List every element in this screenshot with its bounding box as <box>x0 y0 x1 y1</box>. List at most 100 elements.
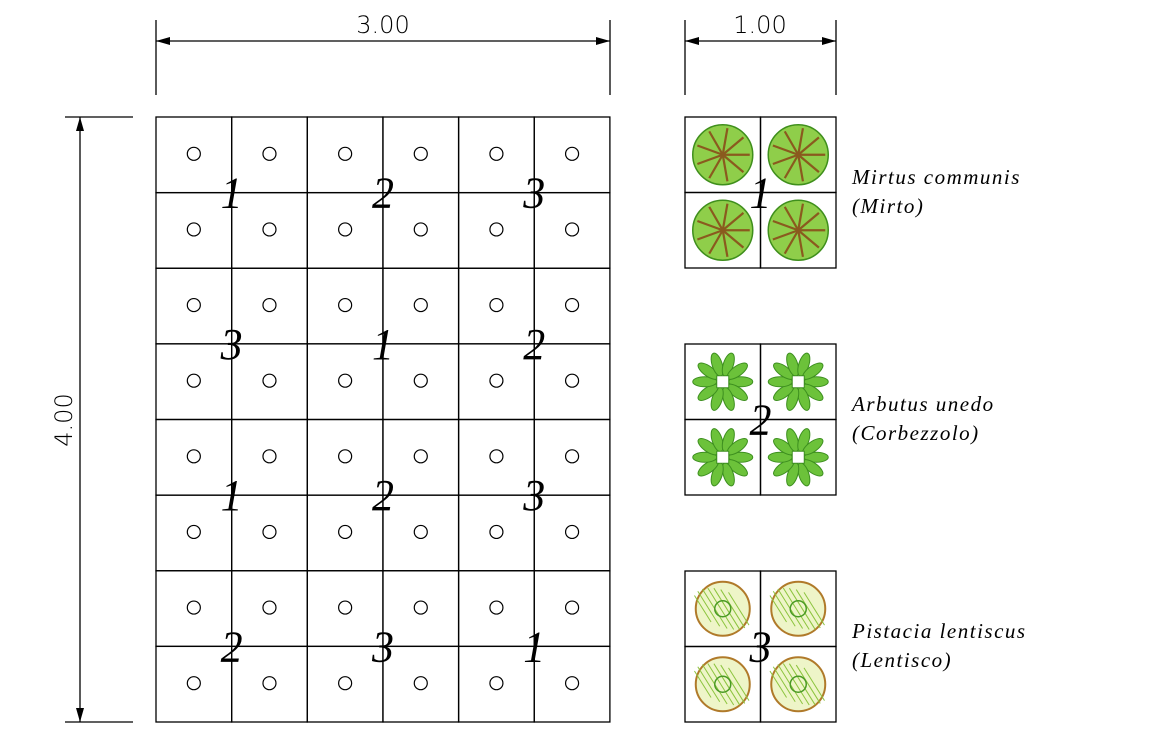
block-number: 2 <box>523 320 545 369</box>
plant-position <box>413 524 428 540</box>
legend-number: 1 <box>750 169 772 218</box>
plant-center <box>716 450 730 464</box>
cell <box>230 570 308 648</box>
plant-branch <box>797 153 820 173</box>
plant-position <box>489 676 504 691</box>
plant-hatch <box>728 592 750 626</box>
plant-hatch <box>772 590 796 627</box>
plant-symbol <box>770 580 827 637</box>
plant-branch <box>722 153 745 173</box>
plant-position <box>186 146 201 161</box>
plant-center <box>791 375 805 389</box>
legend-cell <box>759 191 837 269</box>
height-dimension: 4.00 <box>50 393 78 446</box>
plant-position <box>564 373 580 388</box>
block-number: 3 <box>371 622 394 671</box>
plant-position <box>564 297 580 313</box>
plant-branch <box>797 154 805 182</box>
plant-branch <box>721 203 729 231</box>
cell <box>533 570 611 648</box>
cell <box>533 418 611 496</box>
block-number: 1 <box>221 169 243 218</box>
width-dimension: 3.00 <box>356 11 409 39</box>
plant-branch <box>772 219 799 232</box>
cell <box>382 418 460 496</box>
plant-branch <box>721 230 729 258</box>
plant-branch <box>783 206 800 231</box>
plant-branch <box>722 136 745 156</box>
block-number: 1 <box>221 471 243 520</box>
plant-hatch <box>788 587 816 630</box>
plant-position <box>489 297 504 313</box>
plant-position <box>413 600 428 615</box>
plant-core <box>789 675 807 693</box>
plant-core <box>714 600 732 618</box>
block-number: 3 <box>522 169 545 218</box>
plant-hatch <box>795 664 821 704</box>
plant-branch <box>772 144 799 156</box>
plant-branch <box>708 154 724 179</box>
plant-branch <box>697 219 724 232</box>
plant-center <box>716 375 730 389</box>
plant-position <box>186 676 201 691</box>
cell <box>382 570 460 648</box>
plant-hatch <box>720 589 746 629</box>
plant-hatch <box>720 664 746 704</box>
plant-core <box>789 600 807 618</box>
plant-branch <box>721 154 729 182</box>
plant-branch <box>783 229 800 255</box>
plant-position <box>262 222 277 237</box>
plant-position <box>338 676 353 691</box>
common-name: (Lentisco) <box>852 648 952 672</box>
species-name: Arbutus unedo <box>850 392 995 416</box>
cell <box>230 645 308 723</box>
plant-hatch <box>713 663 741 706</box>
legend-number: 2 <box>750 396 772 445</box>
plant-hatch <box>769 595 787 623</box>
plant-symbol <box>694 656 751 713</box>
plant-position <box>338 524 353 540</box>
plant-position <box>186 600 201 615</box>
plant-position <box>413 146 428 161</box>
plant-hatch <box>694 595 712 623</box>
plant-branch <box>797 212 820 232</box>
plant-position <box>489 524 504 540</box>
cell <box>533 645 611 723</box>
plant-hatch <box>713 587 741 630</box>
plant-branch <box>722 229 745 249</box>
plant-branch <box>697 153 724 166</box>
plant-position <box>413 373 428 388</box>
cell <box>533 494 611 572</box>
cell <box>382 645 460 723</box>
block-number: 2 <box>221 622 243 671</box>
plant-branch <box>797 136 820 156</box>
plant-core <box>714 675 732 693</box>
block-number: 2 <box>372 471 394 520</box>
cell <box>382 116 460 194</box>
block-number: 3 <box>522 471 545 520</box>
plant-branch <box>708 206 724 231</box>
cell <box>230 191 308 269</box>
plant-position <box>338 600 353 615</box>
legend: 1 Mirtus communis (Mirto) 2 Arbutus unedo (Co… <box>684 116 1025 723</box>
block-number: 1 <box>372 320 394 369</box>
planting-grid: 1 2 3 3 1 2 1 2 3 2 3 1 <box>155 116 611 723</box>
plant-hatch <box>769 670 787 698</box>
plant-position <box>564 222 580 237</box>
legend-number: 3 <box>749 623 772 672</box>
common-name: (Mirto) <box>852 194 924 218</box>
plant-hatch <box>795 589 821 629</box>
plant-branch <box>708 130 724 156</box>
cell <box>230 494 308 572</box>
plant-hatch <box>728 667 750 701</box>
plant-hatch <box>788 663 816 706</box>
plant-hatch <box>697 666 721 703</box>
plant-position <box>564 600 580 615</box>
plant-hatch <box>707 663 735 706</box>
plant-position <box>186 449 201 464</box>
plant-branch <box>783 130 800 156</box>
plant-branch <box>708 229 724 255</box>
plant-position <box>489 449 504 464</box>
block-number: 1 <box>523 622 545 671</box>
plant-position <box>262 146 277 161</box>
